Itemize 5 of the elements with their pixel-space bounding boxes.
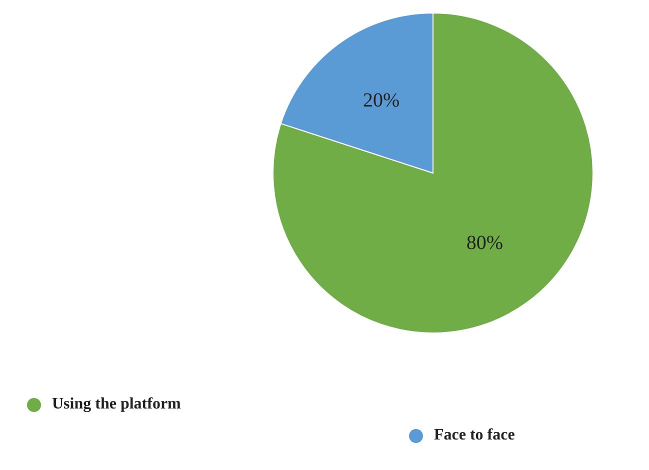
data-label: 20% (362, 89, 400, 112)
data-label: 80% (466, 232, 504, 254)
legend-label: Using the platform (52, 396, 182, 413)
pie-slice (272, 12, 594, 334)
legend-label: Face to face (434, 426, 515, 444)
